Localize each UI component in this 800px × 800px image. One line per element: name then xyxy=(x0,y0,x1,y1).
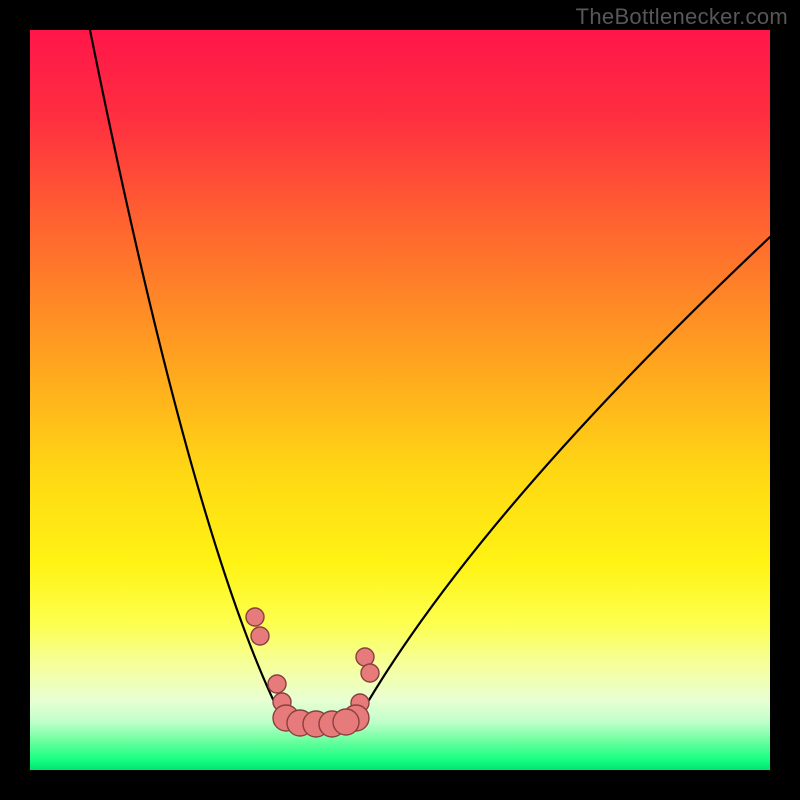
chart-frame: TheBottlenecker.com xyxy=(0,0,800,800)
data-point-right xyxy=(361,664,379,682)
data-point-bottom xyxy=(333,709,359,735)
watermark-text: TheBottlenecker.com xyxy=(576,4,788,30)
data-point-left xyxy=(251,627,269,645)
bottleneck-chart xyxy=(0,0,800,800)
data-point-left xyxy=(268,675,286,693)
data-point-left xyxy=(246,608,264,626)
plot-background xyxy=(30,30,770,770)
data-point-right xyxy=(356,648,374,666)
